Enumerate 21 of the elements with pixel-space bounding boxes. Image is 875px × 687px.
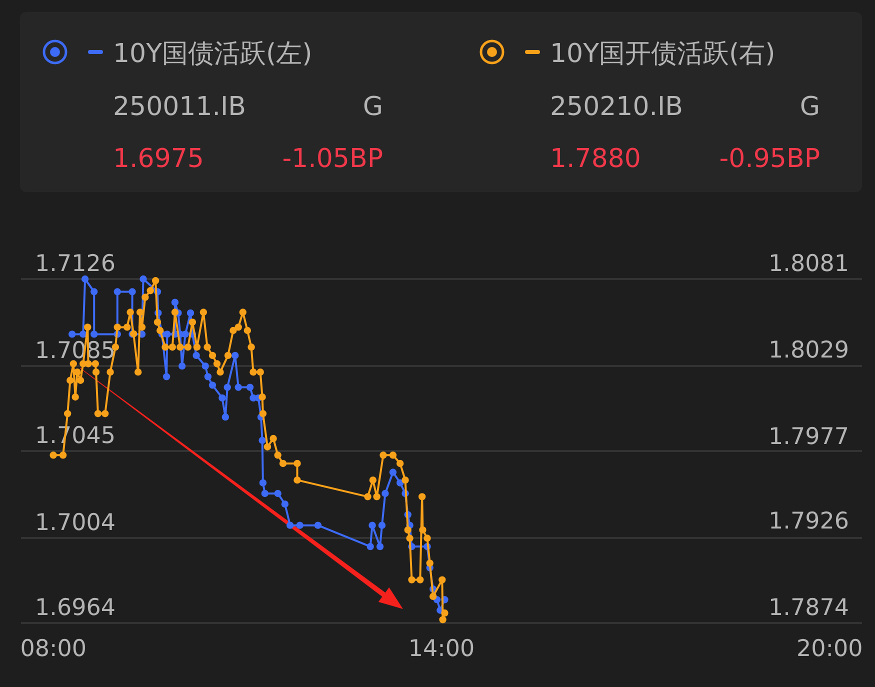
y-tick-label: 1.7126 bbox=[35, 251, 116, 277]
x-tick-label: 20:00 bbox=[796, 636, 863, 662]
y2-tick-label: 1.8029 bbox=[768, 337, 849, 364]
y2-tick-label: 1.7977 bbox=[768, 424, 849, 450]
text: G bbox=[362, 92, 383, 122]
y-tick-label: 1.6964 bbox=[35, 595, 116, 621]
y2-tick-label: 1.8081 bbox=[768, 251, 849, 277]
legend-label: 10Y国开债活跃(右) bbox=[550, 39, 776, 69]
x-tick-label: 08:00 bbox=[20, 636, 86, 662]
text: -0.95BP bbox=[719, 144, 820, 174]
y2-tick-label: 1.7874 bbox=[768, 595, 849, 621]
text: 250011.IB bbox=[113, 92, 246, 122]
legend-label: 10Y国债活跃(左) bbox=[113, 39, 312, 69]
y-tick-label: 1.7004 bbox=[35, 510, 116, 536]
text: 250210.IB bbox=[550, 92, 684, 122]
text: 1.6975 bbox=[113, 144, 204, 174]
text: 1.7880 bbox=[550, 144, 641, 174]
x-tick-label: 14:00 bbox=[408, 636, 475, 662]
y2-tick-label: 1.7926 bbox=[768, 508, 849, 535]
text: -1.05BP bbox=[282, 144, 383, 174]
text: G bbox=[800, 92, 820, 122]
